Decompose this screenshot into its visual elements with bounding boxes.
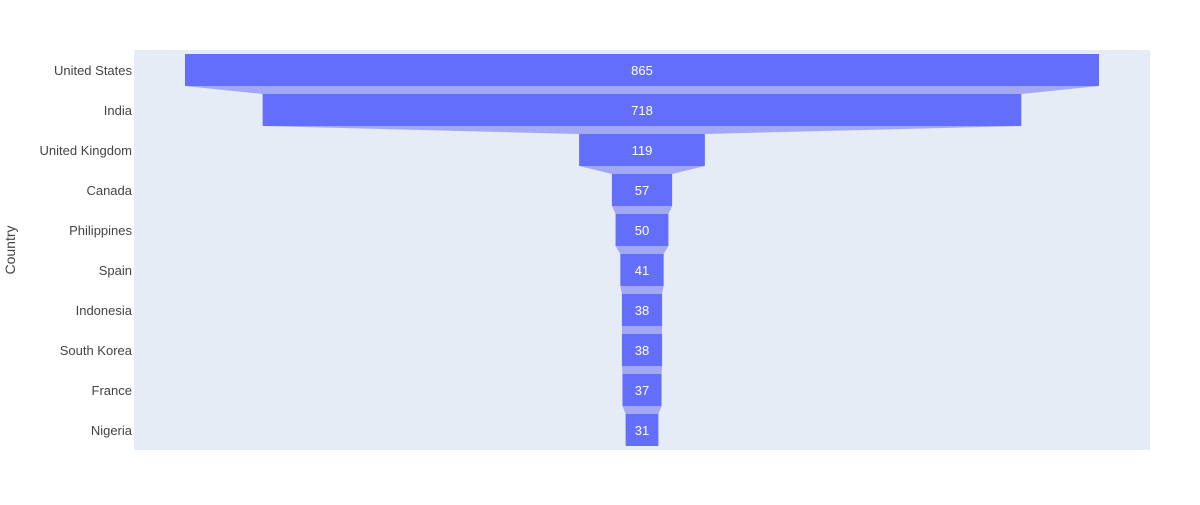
bar-value-label: 38 — [635, 343, 649, 358]
funnel-connector — [621, 326, 663, 334]
funnel-connector — [622, 406, 662, 414]
funnel-bar — [611, 174, 673, 206]
y-tick-label: Philippines — [69, 223, 132, 238]
funnel-connector — [611, 206, 673, 214]
y-axis-title: Country — [2, 225, 18, 274]
y-tick-labels: United States India United Kingdom Canada Ph… — [40, 63, 133, 438]
funnel-bar — [620, 254, 664, 286]
funnel-bar — [621, 294, 663, 326]
funnel-connector — [620, 286, 664, 294]
funnel-bar — [185, 54, 1099, 86]
funnel-connectors — [185, 86, 1099, 414]
y-tick-label: South Korea — [60, 343, 133, 358]
bar-value-label: 57 — [635, 183, 649, 198]
y-tick-label: United States — [54, 63, 133, 78]
bar-value-label: 119 — [632, 143, 653, 158]
bar-value-label: 865 — [631, 63, 653, 78]
bar-value-label: 37 — [635, 383, 649, 398]
y-tick-label: Indonesia — [76, 303, 133, 318]
funnel-connector — [621, 366, 663, 374]
funnel-connector — [579, 166, 705, 174]
y-tick-label: India — [104, 103, 133, 118]
y-tick-label: Nigeria — [91, 423, 133, 438]
y-tick-label: Spain — [99, 263, 132, 278]
funnel-bars — [185, 54, 1099, 446]
value-labels: 865 718 119 57 50 41 38 38 37 31 — [631, 63, 653, 438]
y-tick-label: United Kingdom — [40, 143, 133, 158]
funnel-bar — [615, 214, 669, 246]
funnel-bar — [262, 94, 1022, 126]
y-tick-label: Canada — [86, 183, 132, 198]
funnel-bar — [579, 134, 705, 166]
y-tick-label: France — [92, 383, 132, 398]
funnel-bar — [621, 334, 663, 366]
bar-value-label: 50 — [635, 223, 649, 238]
bar-value-label: 718 — [631, 103, 653, 118]
funnel-bar — [625, 414, 659, 446]
bar-value-label: 31 — [635, 423, 649, 438]
funnel-connector — [615, 246, 669, 254]
bar-value-label: 38 — [635, 303, 649, 318]
funnel-connector — [185, 86, 1099, 94]
funnel-bar — [622, 374, 662, 406]
bar-value-label: 41 — [635, 263, 649, 278]
funnel-connector — [262, 126, 1022, 134]
